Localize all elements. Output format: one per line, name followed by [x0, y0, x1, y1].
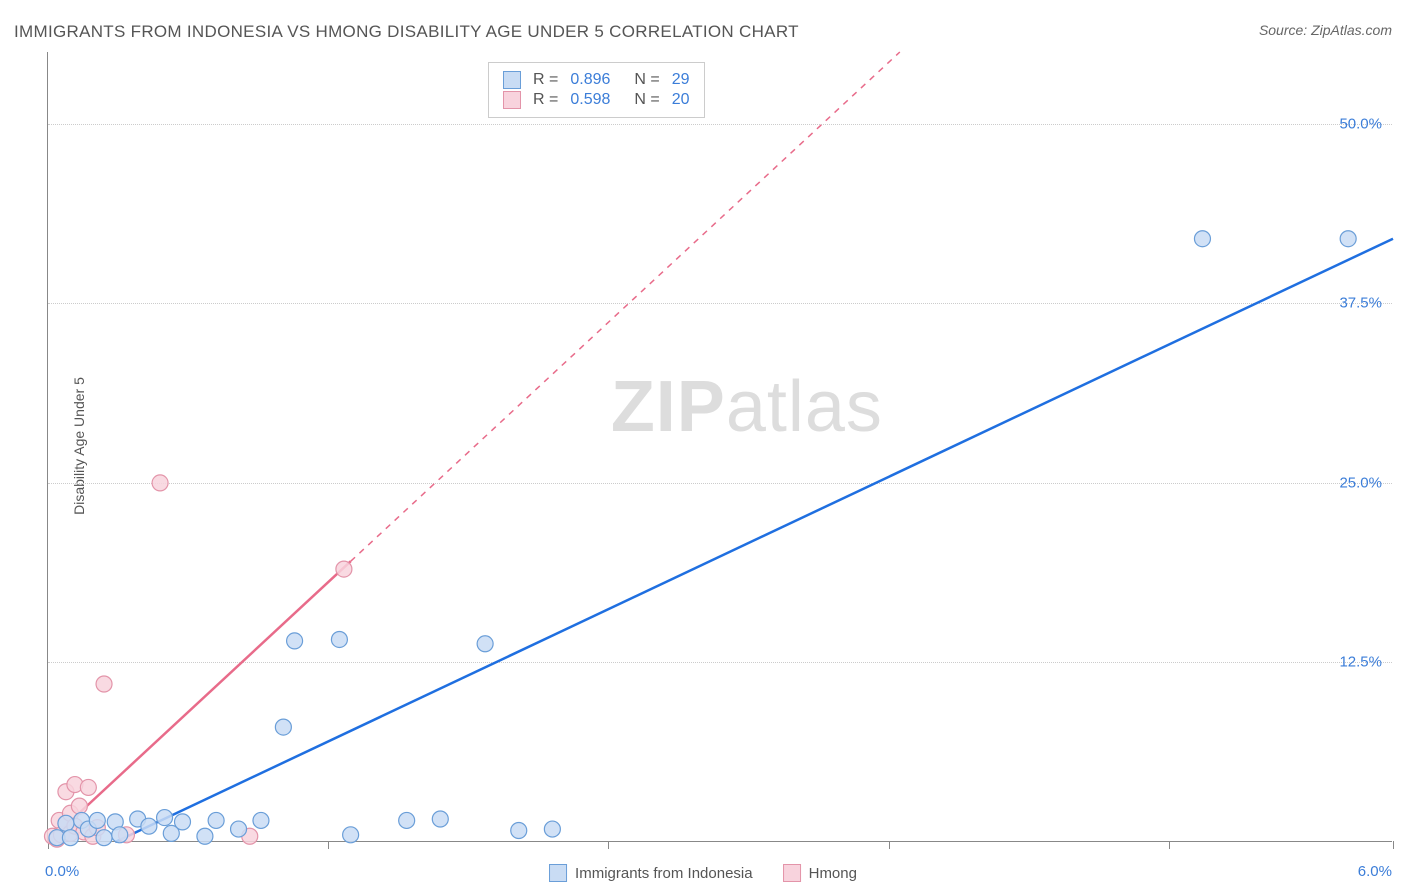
- stat-N-hmong: 20: [672, 91, 690, 109]
- chart-title: IMMIGRANTS FROM INDONESIA VS HMONG DISAB…: [14, 22, 799, 42]
- stats-box: R = 0.896 N = 29 R = 0.598 N = 20: [488, 62, 705, 118]
- stat-R-label2: R =: [533, 91, 558, 109]
- stat-N-label2: N =: [634, 91, 659, 109]
- plot-area: ZIPatlas 12.5%25.0%37.5%50.0% R = 0.896 …: [47, 52, 1392, 842]
- x-axis-min-label: 0.0%: [45, 863, 79, 880]
- trend-lines: [48, 52, 1393, 842]
- stats-row-hmong: R = 0.598 N = 20: [503, 91, 690, 109]
- swatch-indonesia: [503, 71, 521, 89]
- x-axis-max-label: 6.0%: [1358, 863, 1392, 880]
- bottom-legend: Immigrants from Indonesia Hmong: [549, 864, 857, 882]
- scatter-indonesia: [49, 231, 1356, 846]
- legend-swatch-hmong: [783, 864, 801, 882]
- legend-label-hmong: Hmong: [809, 865, 857, 882]
- plot-svg: [48, 52, 1392, 841]
- correlation-chart: IMMIGRANTS FROM INDONESIA VS HMONG DISAB…: [0, 0, 1406, 892]
- stat-N-indonesia: 29: [672, 71, 690, 89]
- source-name: ZipAtlas.com: [1311, 22, 1392, 38]
- stat-R-indonesia: 0.896: [570, 71, 610, 89]
- stat-R-hmong: 0.598: [570, 91, 610, 109]
- swatch-hmong: [503, 91, 521, 109]
- scatter-hmong: [44, 475, 351, 847]
- stat-R-label: R =: [533, 71, 558, 89]
- stats-row-indonesia: R = 0.896 N = 29: [503, 71, 690, 89]
- legend-item-hmong: Hmong: [783, 864, 857, 882]
- source-attribution: Source: ZipAtlas.com: [1259, 22, 1392, 38]
- source-label: Source:: [1259, 22, 1307, 38]
- stat-N-label: N =: [634, 71, 659, 89]
- legend-label-indonesia: Immigrants from Indonesia: [575, 865, 753, 882]
- legend-item-indonesia: Immigrants from Indonesia: [549, 864, 753, 882]
- legend-swatch-indonesia: [549, 864, 567, 882]
